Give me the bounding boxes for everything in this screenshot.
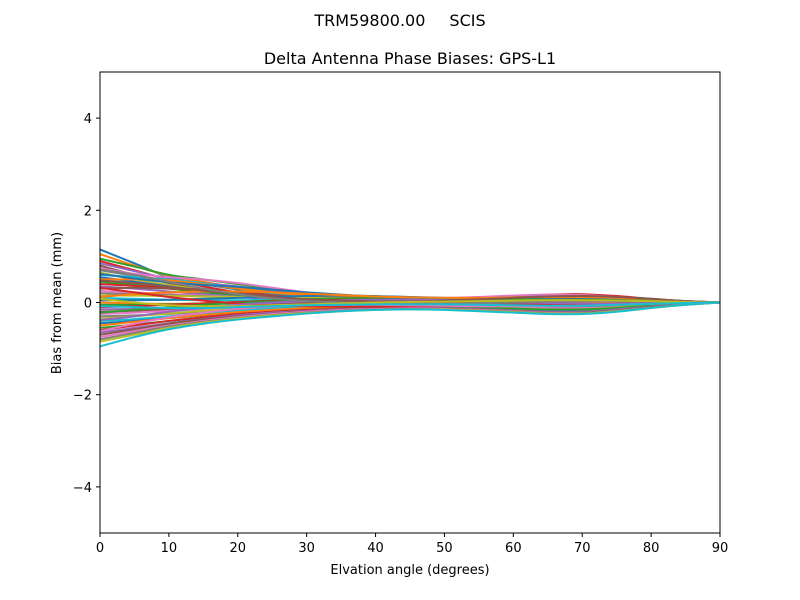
y-tick-label: 0 xyxy=(84,297,92,312)
y-axis-ticks: −4 −2 0 2 4 xyxy=(73,112,100,496)
x-tick-label: 60 xyxy=(505,541,522,556)
x-tick-label: 20 xyxy=(230,541,247,556)
y-tick-label: 2 xyxy=(84,204,92,219)
x-tick-label: 30 xyxy=(298,541,315,556)
y-tick-label: −2 xyxy=(73,389,92,404)
series-line-s50 xyxy=(100,301,720,310)
x-tick-label: 90 xyxy=(712,541,729,556)
y-tick-label: −4 xyxy=(73,481,92,496)
suptitle-station: SCIS xyxy=(449,11,485,30)
x-axis-label: Elvation angle (degrees) xyxy=(330,563,489,578)
y-axis-label: Bias from mean (mm) xyxy=(50,232,65,374)
suptitle-model: TRM59800.00 xyxy=(313,11,425,30)
x-axis-ticks: 0 10 20 30 40 50 60 70 80 90 xyxy=(96,533,728,556)
y-tick-label: 4 xyxy=(84,112,92,127)
x-tick-label: 50 xyxy=(436,541,453,556)
x-tick-label: 10 xyxy=(161,541,178,556)
series-line-s49 xyxy=(100,297,720,308)
x-tick-label: 40 xyxy=(367,541,384,556)
x-tick-label: 80 xyxy=(643,541,660,556)
series-line-s40 xyxy=(100,301,720,348)
x-tick-label: 0 xyxy=(96,541,104,556)
chart-title: Delta Antenna Phase Biases: GPS-L1 xyxy=(264,49,556,68)
figure-suptitle: TRM59800.00 SCIS xyxy=(313,11,485,30)
x-tick-label: 70 xyxy=(574,541,591,556)
data-lines xyxy=(100,248,720,348)
